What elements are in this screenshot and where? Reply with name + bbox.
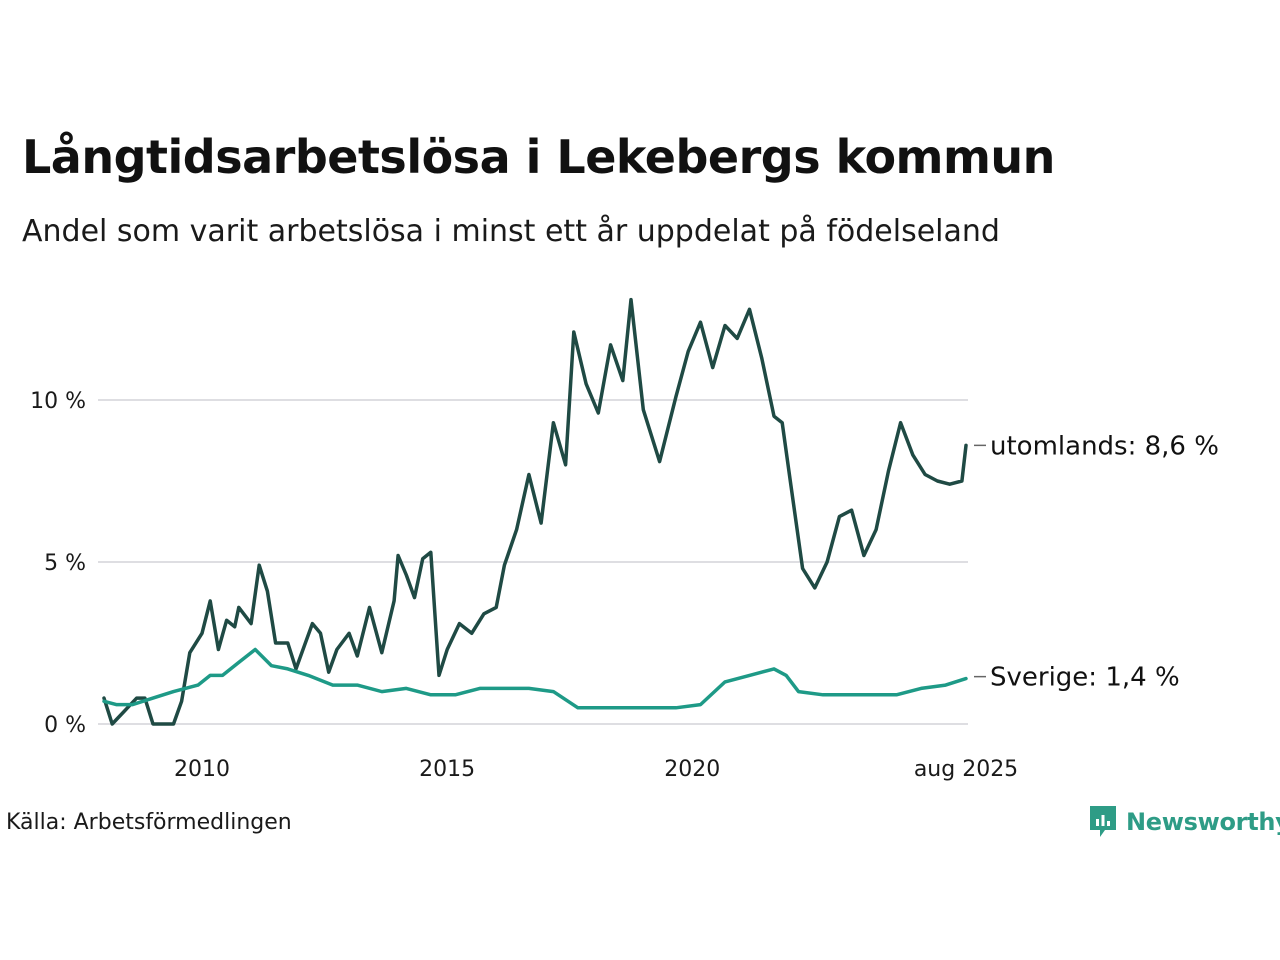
y-tick-label: 0 % [44, 713, 86, 738]
x-tick-label: 2015 [419, 757, 475, 782]
y-tick-label: 5 % [44, 551, 86, 576]
series-lines [102, 297, 968, 726]
end-label-sverige: Sverige: 1,4 % [990, 663, 1180, 693]
newsworthy-logo-text: Newsworthy [1126, 808, 1280, 836]
x-tick-label: aug 2025 [914, 757, 1018, 782]
series-line-utomlands [102, 297, 968, 726]
chart-subtitle: Andel som varit arbetslösa i minst ett å… [22, 214, 1000, 249]
x-tick-label: 2020 [664, 757, 720, 782]
end-label-utomlands: utomlands: 8,6 % [990, 431, 1219, 461]
newsworthy-logo: Newsworthy [1088, 804, 1280, 840]
x-tick-label: 2010 [174, 757, 230, 782]
gridlines [98, 399, 968, 725]
y-axis: 0 % 5 % 10 % [30, 389, 86, 738]
series-line-sverige [102, 647, 968, 710]
y-tick-label: 10 % [30, 389, 86, 414]
chart-title: Långtidsarbetslösa i Lekebergs kommun [22, 130, 1055, 184]
newsworthy-logo-icon [1090, 806, 1116, 837]
source-note: Källa: Arbetsförmedlingen [6, 810, 292, 835]
series-end-labels: utomlands: 8,6 % Sverige: 1,4 % [974, 431, 1219, 693]
x-axis: 2010 2015 2020 aug 2025 [174, 757, 1018, 782]
